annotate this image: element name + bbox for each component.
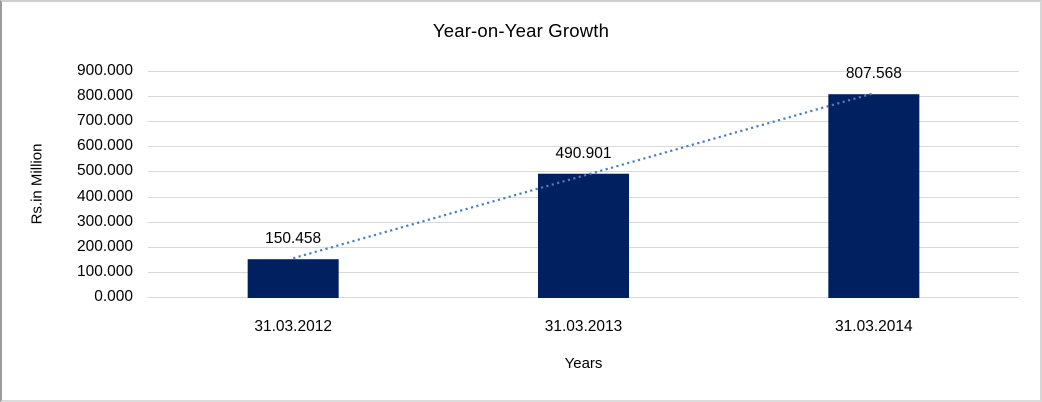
y-tick-label: 900.000: [76, 62, 133, 79]
y-tick-label: 700.000: [76, 112, 133, 130]
y-tick-label: 800.000: [76, 87, 133, 105]
y-tick-label: 500.000: [76, 162, 133, 180]
bar-value-label: 490.901: [555, 144, 612, 162]
y-tick-label: 400.000: [76, 187, 133, 205]
bar-value-label: 807.568: [845, 65, 902, 83]
bar: [247, 259, 339, 298]
x-axis-title: Years: [564, 355, 603, 372]
y-tick-label: 200.000: [76, 237, 133, 255]
y-tick-label: 300.000: [76, 212, 133, 230]
chart-title: Year-on-Year Growth: [432, 20, 610, 41]
y-tick-label: 0.000: [94, 288, 133, 305]
bar: [538, 173, 629, 298]
bar-value-label: 150.458: [265, 230, 322, 248]
category-label: 31.03.2014: [835, 318, 913, 335]
bar: [828, 94, 920, 299]
category-label: 31.03.2012: [254, 318, 332, 335]
category-label: 31.03.2013: [544, 318, 623, 335]
y-tick-label: 100.000: [76, 262, 133, 280]
y-tick-label: 600.000: [76, 137, 133, 155]
